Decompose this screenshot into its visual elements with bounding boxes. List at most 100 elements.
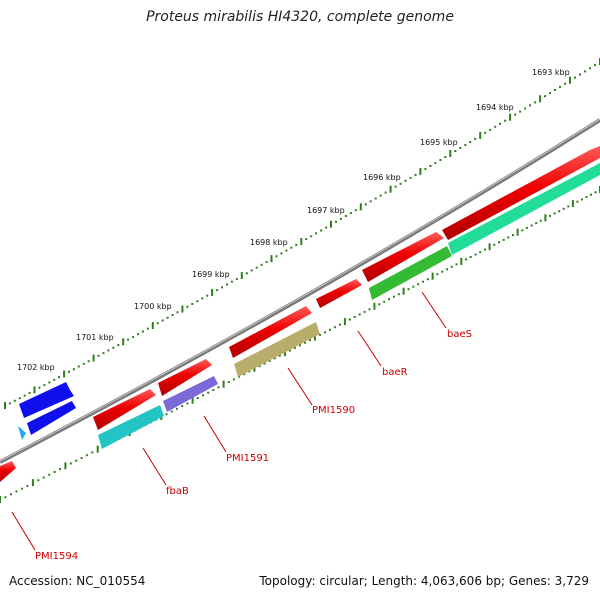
ruler-tick-minor — [464, 144, 467, 146]
ruler-tick-minor — [344, 215, 347, 217]
ruler-tick-minor — [18, 397, 21, 400]
ruler-tick-minor — [504, 119, 507, 122]
cds-feature[interactable] — [93, 389, 156, 430]
gene-labels: baeS baeR PMI1590 PMI1591 fbaB PMI1594 — [35, 329, 472, 562]
ruler-tick-minor — [37, 479, 40, 482]
ruler-tick-minor — [558, 210, 561, 213]
ruler-tick-minor — [268, 359, 271, 362]
accession-text: Accession: NC_010554 — [9, 574, 146, 588]
gene-feature[interactable] — [18, 426, 26, 440]
cds-feature[interactable] — [158, 359, 212, 396]
ruler-tick-major — [222, 380, 225, 388]
kbp-label: 1698 kbp — [250, 238, 288, 247]
gene-feature[interactable] — [369, 246, 452, 300]
ruler-tick-minor — [161, 319, 164, 322]
ruler-tick-minor — [534, 101, 537, 104]
gene-feature[interactable] — [234, 322, 320, 377]
ruler-tick-minor — [417, 283, 420, 286]
ruler-tick-minor — [82, 362, 85, 365]
forward-cds-track — [0, 146, 600, 482]
gene-feature[interactable] — [98, 405, 164, 449]
ruler-tick-minor — [388, 298, 391, 301]
ruler-tick-major — [300, 238, 303, 245]
gene-feature[interactable] — [27, 401, 76, 435]
gene-feature[interactable] — [448, 163, 600, 255]
ruler-tick-minor — [422, 280, 424, 283]
gene-feature[interactable] — [163, 376, 218, 412]
ruler-tick-major — [31, 479, 34, 487]
cds-feature[interactable] — [316, 279, 362, 308]
ruler-tick-minor — [554, 89, 556, 91]
ruler-tick-minor — [132, 335, 135, 338]
ruler-tick-minor — [295, 243, 298, 246]
ruler-tick-major — [569, 76, 571, 84]
ruler-tick-minor — [80, 457, 83, 459]
kbp-label: 1700 kbp — [134, 302, 172, 311]
kbp-label: 1693 kbp — [532, 68, 570, 77]
ruler-tick-minor — [549, 214, 551, 217]
ruler-tick-minor — [280, 252, 283, 255]
cds-feature[interactable] — [0, 461, 16, 482]
ruler-tick-minor — [455, 263, 458, 266]
kbp-label: 1701 kbp — [76, 333, 114, 342]
gene-label-pmi1594[interactable]: PMI1594 — [35, 551, 78, 562]
ruler-tick-minor — [285, 249, 288, 252]
ruler-tick-minor — [562, 207, 565, 210]
ruler-tick-major — [0, 496, 1, 503]
ruler-tick-minor — [429, 165, 432, 167]
ruler-tick-minor — [273, 357, 276, 360]
ruler-tick-minor — [20, 487, 23, 490]
ruler-tick-minor — [424, 167, 427, 170]
gene-label-baer[interactable]: baeR — [382, 367, 408, 378]
ruler-tick-minor — [165, 413, 168, 416]
gene-label-pmi1590[interactable]: PMI1590 — [312, 405, 355, 416]
ruler-tick-major — [389, 185, 392, 193]
ruler-tick-minor — [474, 137, 477, 140]
ruler-tick-minor — [260, 263, 263, 266]
ruler-tick-minor — [383, 300, 386, 303]
ruler-tick-minor — [392, 295, 395, 298]
ruler-tick-minor — [444, 156, 447, 158]
ruler-tick-minor — [524, 107, 527, 110]
ruler-tick-minor — [409, 176, 412, 179]
ruler-tick-major — [64, 462, 67, 470]
ruler-tick-minor — [102, 352, 105, 355]
kbp-label: 1702 kbp — [17, 363, 55, 372]
cds-feature[interactable] — [442, 146, 600, 240]
ruler-tick-minor — [72, 368, 75, 371]
ruler-tick-minor — [564, 82, 566, 85]
gene-feature[interactable] — [19, 382, 74, 418]
ruler-tick-minor — [310, 235, 313, 238]
ruler-tick-minor — [454, 150, 457, 152]
ruler-tick-minor — [589, 67, 591, 70]
ruler-tick-minor — [353, 316, 356, 318]
ruler-tick-minor — [59, 468, 61, 471]
gene-label-baes[interactable]: baeS — [447, 329, 472, 340]
cds-feature[interactable] — [362, 232, 444, 282]
ruler-tick-minor — [166, 316, 169, 319]
gene-label-pmi1591[interactable]: PMI1591 — [226, 453, 269, 464]
ruler-tick-minor — [202, 394, 204, 397]
cds-feature[interactable] — [229, 306, 312, 358]
ruler-tick-minor — [335, 220, 337, 223]
ruler-tick-minor — [450, 265, 453, 268]
ruler-tick-minor — [502, 238, 505, 241]
ruler-tick-minor — [53, 378, 56, 381]
ruler-tick-minor — [290, 246, 293, 249]
genome-stats-text: Topology: circular; Length: 4,063,606 bp… — [259, 574, 589, 588]
ruler-tick-minor — [580, 198, 583, 201]
gene-label-fbab[interactable]: fbaB — [166, 486, 189, 497]
kbp-label: 1694 kbp — [476, 103, 514, 112]
ruler-tick-minor — [590, 193, 592, 196]
ruler-tick-minor — [38, 386, 41, 389]
ruler-tick-minor — [26, 484, 29, 487]
ruler-tick-minor — [446, 268, 448, 271]
ruler-tick-minor — [42, 476, 45, 479]
ruler-tick-minor — [349, 212, 352, 215]
ruler-tick-minor — [412, 285, 415, 288]
ruler-tick-minor — [288, 349, 291, 352]
ruler-tick-minor — [574, 76, 576, 79]
ruler-tick-minor — [137, 333, 139, 336]
ruler-tick-minor — [567, 205, 570, 208]
genome-backbone — [0, 118, 600, 464]
